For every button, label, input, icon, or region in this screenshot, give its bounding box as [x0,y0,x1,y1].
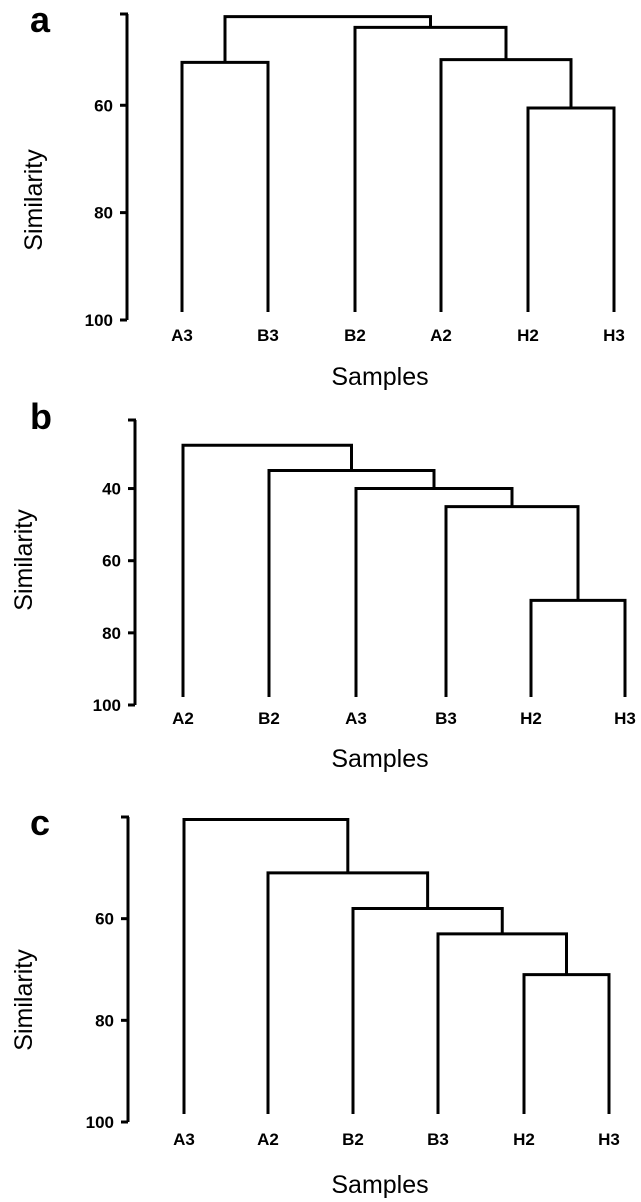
leaf-label-a3: A3 [171,326,193,345]
y-tick-label: 100 [93,696,121,715]
panel-letter: a [30,0,51,40]
y-axis-title: Similarity [10,949,38,1051]
dendrogram-svg-a: 60 80 100 A3 B3 B2 A2 H2 H3 Samples Similarity [20,12,625,391]
leaf-label-h3: H3 [598,1130,620,1149]
leaf-label-b2: B2 [258,709,280,728]
panel-letter: c [30,802,51,843]
dendrogram-link [182,818,350,1114]
leaf-label-a3: A3 [345,709,367,728]
x-axis-title: Samples [331,1171,428,1199]
dendrogram-link [351,907,504,1114]
leaf-label-b3: B3 [257,326,279,345]
leaf-label-h3: H3 [614,709,636,728]
panel-letter: b [30,396,52,437]
x-axis-title: Samples [331,363,428,391]
leaf-label-h2: H2 [513,1130,535,1149]
dendrogram-link [439,58,573,312]
dendrogram-panel-a: a 60 80 100 A3 B3 B2 A2 H2 H3 Samples Similarity [0,0,641,395]
leaf-label-a3: A3 [173,1130,195,1149]
leaf-label-b3: B3 [435,709,457,728]
x-axis-title: Samples [331,745,428,773]
dendrogram-link [529,598,627,697]
y-tick-label: 80 [95,1011,114,1030]
dendrogram-link [354,487,514,697]
y-tick-label: 100 [85,311,113,330]
leaf-label-a2: A2 [430,326,452,345]
dendrogram-link [266,871,430,1114]
y-axis-title: Similarity [20,149,48,251]
dendrogram-svg-c: 60 80 100 A3 A2 B2 B3 H2 H3 Samples Similarity [10,815,620,1199]
leaf-label-b3: B3 [427,1130,449,1149]
y-tick-label: 80 [102,624,121,643]
dendrogram-link [353,25,508,312]
leaf-label-h2: H2 [520,709,542,728]
dendrogram-svg-b: 40 60 80 100 A2 B2 A3 B3 H2 H3 Samples Similarity [10,418,636,773]
leaf-label-b2: B2 [344,326,366,345]
leaf-label-a2: A2 [172,709,194,728]
y-tick-label: 60 [95,910,114,929]
dendrogram-panel-c: c 60 80 100 A3 A2 B2 B3 H2 H3 Samples Similarity [0,800,641,1202]
y-tick-label: 60 [102,552,121,571]
dendrogram-link [436,932,568,1114]
dendrogram-link [180,60,270,312]
leaf-label-h2: H2 [517,326,539,345]
y-tick-label: 100 [86,1113,114,1132]
leaf-label-b2: B2 [342,1130,364,1149]
dendrogram-link [526,106,616,312]
dendrogram-link [223,15,432,63]
y-tick-label: 80 [94,204,113,223]
leaf-label-h3: H3 [603,326,625,345]
dendrogram-link [267,469,436,697]
dendrogram-link [522,973,611,1114]
y-tick-label: 60 [94,96,113,115]
y-tick-label: 40 [102,480,121,499]
dendrogram-link [181,443,353,697]
dendrogram-panel-b: b 40 60 80 100 A2 B2 A3 B3 H2 H3 Samples Similarity [0,395,641,800]
leaf-label-a2: A2 [257,1130,279,1149]
y-axis-title: Similarity [10,509,38,611]
